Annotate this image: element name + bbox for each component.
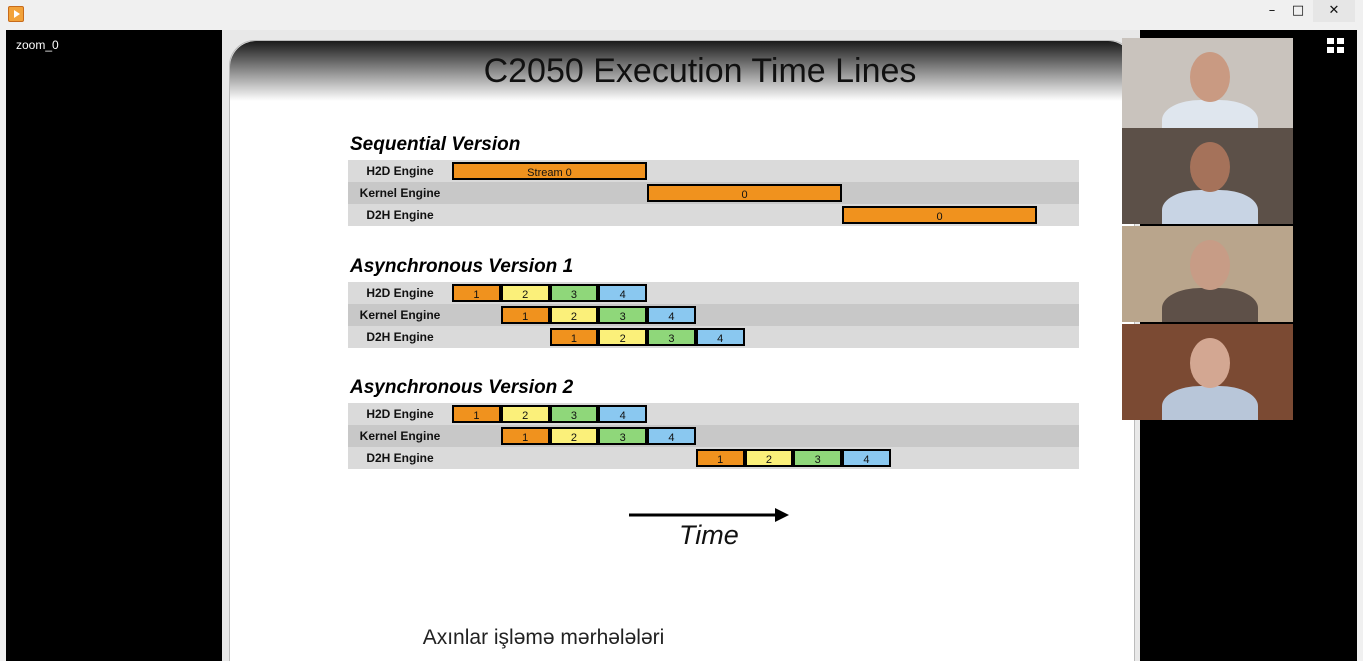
engine-label: Kernel Engine bbox=[359, 308, 441, 322]
participant-body bbox=[1162, 288, 1258, 322]
stream-block: 2 bbox=[549, 427, 599, 445]
meeting-window: zoom_0 C2050 Execution Time Lines Sequen… bbox=[6, 30, 1357, 661]
stream-block: 4 bbox=[647, 306, 696, 324]
stream-block: 3 bbox=[793, 449, 842, 467]
engine-label: D2H Engine bbox=[366, 451, 434, 465]
engine-row: D2H Engine 1 2 3 4 bbox=[348, 326, 1079, 348]
stream-block: 4 bbox=[695, 328, 745, 346]
time-arrow-icon bbox=[629, 508, 789, 522]
engine-row: Kernel Engine 1 2 3 4 bbox=[348, 425, 1079, 447]
participant-avatar bbox=[1190, 240, 1230, 290]
stream-block: 1 bbox=[500, 306, 550, 324]
engine-row: D2H Engine 0 bbox=[348, 204, 1079, 226]
stream-block: 3 bbox=[598, 427, 647, 445]
engine-row: H2D Engine 1 2 3 4 bbox=[348, 282, 1079, 304]
section-title: Asynchronous Version 2 bbox=[350, 377, 574, 398]
stream-block: 2 bbox=[744, 449, 794, 467]
participant-avatar bbox=[1190, 338, 1230, 388]
participant-body bbox=[1162, 190, 1258, 224]
participant-body bbox=[1162, 386, 1258, 420]
section-title: Sequential Version bbox=[350, 134, 521, 155]
stream-block: 0 bbox=[842, 206, 1037, 224]
slide-title: C2050 Execution Time Lines bbox=[483, 52, 917, 90]
stream-block: Stream 0 bbox=[452, 162, 647, 180]
video-tile-participant-2[interactable] bbox=[1122, 128, 1293, 224]
stream-block: 4 bbox=[598, 284, 647, 302]
gallery-view-icon[interactable] bbox=[1327, 38, 1345, 54]
engine-label: D2H Engine bbox=[366, 208, 434, 222]
maximize-button[interactable]: □ bbox=[1291, 3, 1305, 18]
slide bbox=[229, 40, 1135, 661]
time-label: Time bbox=[679, 520, 739, 550]
close-button[interactable]: ✕ bbox=[1313, 0, 1355, 22]
slide-caption: Axınlar işləmə mərhələləri bbox=[422, 626, 665, 649]
stream-block: 1 bbox=[500, 427, 550, 445]
video-tile-participant-4[interactable] bbox=[1122, 324, 1293, 420]
slide-header-shading bbox=[230, 41, 1134, 101]
stream-block: 2 bbox=[598, 328, 647, 346]
engine-row: Kernel Engine 0 bbox=[348, 182, 1079, 204]
stream-block: 0 bbox=[647, 184, 842, 202]
shared-screen[interactable]: C2050 Execution Time Lines Sequential Ve… bbox=[222, 30, 1140, 661]
meeting-name: zoom_0 bbox=[16, 38, 59, 52]
stream-block: 2 bbox=[549, 306, 599, 324]
stream-block: 3 bbox=[647, 328, 696, 346]
stream-block: 3 bbox=[598, 306, 647, 324]
engine-label: H2D Engine bbox=[366, 164, 434, 178]
video-tile-participant-3[interactable] bbox=[1122, 226, 1293, 322]
stream-block: 1 bbox=[695, 449, 745, 467]
stream-block: 4 bbox=[842, 449, 891, 467]
engine-row: H2D Engine 1 2 3 4 bbox=[348, 403, 1079, 425]
stream-block: 3 bbox=[549, 405, 599, 423]
engine-label: H2D Engine bbox=[366, 286, 434, 300]
section-title: Asynchronous Version 1 bbox=[350, 256, 574, 277]
stream-block: 1 bbox=[549, 328, 599, 346]
engine-row: Kernel Engine 1 2 3 4 bbox=[348, 304, 1079, 326]
stream-block: 4 bbox=[598, 405, 647, 423]
stream-block: 3 bbox=[549, 284, 599, 302]
stream-block: 1 bbox=[452, 284, 501, 302]
engine-label: Kernel Engine bbox=[359, 186, 441, 200]
stream-block: 1 bbox=[452, 405, 501, 423]
participant-avatar bbox=[1190, 142, 1230, 192]
stream-block: 4 bbox=[647, 427, 696, 445]
zoom-app-icon bbox=[8, 6, 24, 22]
engine-row: H2D Engine Stream 0 bbox=[348, 160, 1079, 182]
window-titlebar: – □ ✕ bbox=[0, 0, 1363, 30]
participant-avatar bbox=[1190, 52, 1230, 102]
stream-block: 2 bbox=[500, 405, 550, 423]
stream-block: 2 bbox=[500, 284, 550, 302]
engine-label: D2H Engine bbox=[366, 330, 434, 344]
video-tile-participant-1[interactable] bbox=[1122, 38, 1293, 134]
minimize-button[interactable]: – bbox=[1268, 3, 1276, 18]
engine-label: Kernel Engine bbox=[359, 429, 441, 443]
engine-row: D2H Engine 1 2 3 4 bbox=[348, 447, 1079, 469]
engine-label: H2D Engine bbox=[366, 407, 434, 421]
